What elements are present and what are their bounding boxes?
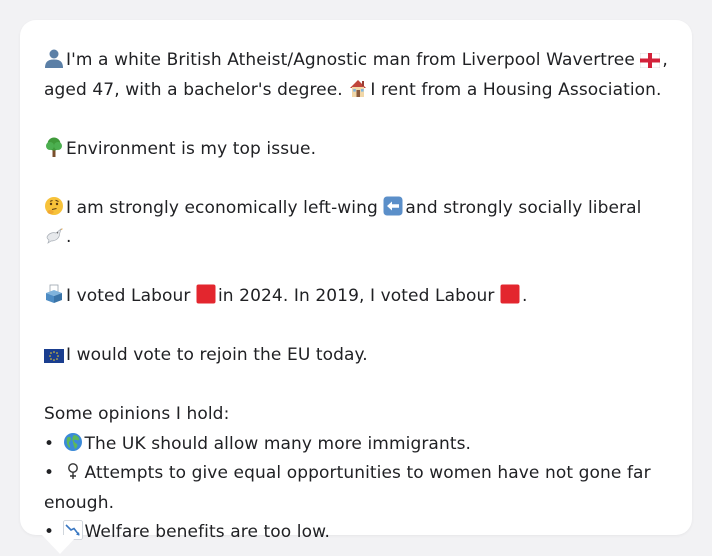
top-issue-text: Environment is my top issue. [66,138,317,159]
vote-paragraph: I voted Labour in 2024. In 2019, I voted… [44,282,668,312]
vote-text-3: . [521,286,528,306]
intro-paragraph: I'm a white British Atheist/Agnostic man… [44,46,668,105]
opinions-list: • The UK should allow many more immigran… [44,430,668,548]
intro-text-3: I rent from a Housing Association. [370,79,662,100]
opinion-text: Attempts to give equal opportunities to … [44,463,651,513]
economics-text-2: and strongly socially liberal [405,197,642,218]
economics-text-3: . [66,227,72,247]
red-square-icon [196,284,216,304]
vote-text-1: I voted Labour [66,286,191,306]
tree-icon [44,137,64,157]
vote-text-2: in 2024. In 2019, I voted Labour [217,286,495,306]
left-arrow-icon [383,196,403,216]
ballot-box-icon [44,284,64,304]
dove-icon [44,225,64,245]
eu-paragraph: I would vote to rejoin the EU today. [44,341,668,371]
bust-in-silhouette-icon [44,48,64,68]
opinion-text: Welfare benefits are too low. [84,522,331,542]
house-icon [348,78,368,98]
bullet: • [44,522,55,542]
economics-text-1: I am strongly economically left-wing [66,197,378,218]
england-flag-icon [640,53,661,68]
economics-paragraph: I am strongly economically left-wing and… [44,194,668,253]
intro-text-2: , aged 47, with a bachelor's degree. [44,50,668,100]
speech-bubble-pointer [42,535,78,554]
red-square-icon [500,284,520,304]
eu-text: I would vote to rejoin the EU today. [66,345,368,365]
female-sign-icon [63,461,83,481]
thinking-face-icon [44,196,64,216]
bullet: • [44,463,55,483]
globe-icon [63,432,83,452]
eu-flag-icon [44,349,64,363]
opinions-heading: Some opinions I hold: [44,404,230,424]
bullet: • [44,433,55,454]
list-item: • Attempts to give equal opportunities t… [44,459,668,518]
top-issue-paragraph: Environment is my top issue. [44,135,668,165]
list-item: • Welfare benefits are too low. [44,518,668,548]
intro-text-1: I'm a white British Atheist/Agnostic man… [66,50,635,70]
profile-card: I'm a white British Atheist/Agnostic man… [20,20,692,542]
opinion-text: The UK should allow many more immigrants… [84,433,472,454]
list-item: • The UK should allow many more immigran… [44,430,668,460]
